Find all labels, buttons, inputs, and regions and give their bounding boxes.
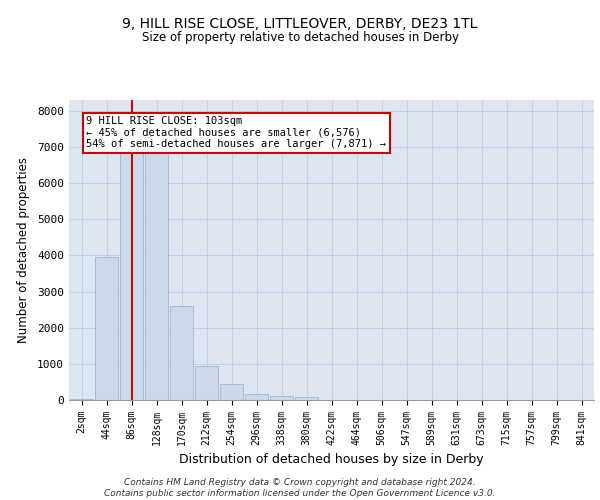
Bar: [295, 398, 318, 400]
Text: 9, HILL RISE CLOSE, LITTLEOVER, DERBY, DE23 1TL: 9, HILL RISE CLOSE, LITTLEOVER, DERBY, D…: [122, 18, 478, 32]
Text: Size of property relative to detached houses in Derby: Size of property relative to detached ho…: [142, 31, 458, 44]
Bar: [270, 396, 293, 400]
Bar: [245, 394, 268, 400]
Bar: [170, 306, 193, 400]
Bar: [220, 384, 243, 400]
Bar: [70, 398, 93, 400]
Bar: [120, 129, 143, 400]
X-axis label: Distribution of detached houses by size in Derby: Distribution of detached houses by size …: [179, 454, 484, 466]
Bar: [195, 366, 218, 400]
Bar: [145, 129, 168, 400]
Y-axis label: Number of detached properties: Number of detached properties: [17, 157, 30, 343]
Text: Contains HM Land Registry data © Crown copyright and database right 2024.
Contai: Contains HM Land Registry data © Crown c…: [104, 478, 496, 498]
Text: 9 HILL RISE CLOSE: 103sqm
← 45% of detached houses are smaller (6,576)
54% of se: 9 HILL RISE CLOSE: 103sqm ← 45% of detac…: [86, 116, 386, 150]
Bar: [95, 257, 118, 400]
